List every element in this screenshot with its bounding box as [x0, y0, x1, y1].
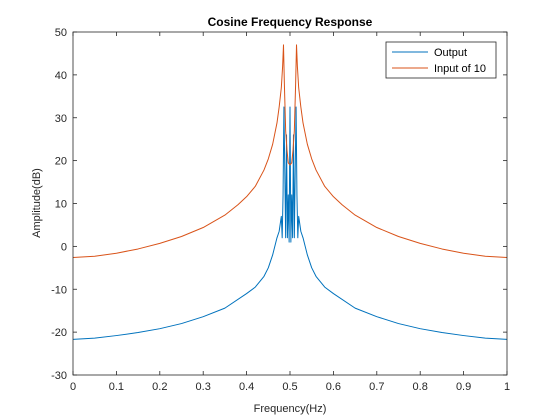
- x-tick-label: 0: [70, 381, 76, 393]
- x-axis-label: Frequency(Hz): [254, 403, 327, 415]
- x-tick-label: 0.1: [109, 381, 124, 393]
- legend-box: [385, 41, 497, 79]
- x-tick-label: 0.6: [326, 381, 341, 393]
- x-tick-label: 0.3: [196, 381, 211, 393]
- x-tick-label: 0.2: [152, 381, 167, 393]
- y-tick-label: 40: [55, 70, 67, 82]
- plot-area: [72, 44, 508, 340]
- x-tick-label: 0.4: [239, 381, 254, 393]
- x-tick-label: 0.7: [369, 381, 384, 393]
- y-tick-label: 50: [55, 27, 67, 39]
- y-tick-label: 10: [55, 199, 67, 211]
- y-axis-label: Amplitude(dB): [31, 168, 43, 238]
- x-tick-label: 0.8: [413, 381, 428, 393]
- y-tick-label: -10: [51, 284, 67, 296]
- y-tick-label: 20: [55, 156, 67, 168]
- y-tick-label: 0: [61, 241, 67, 253]
- x-tick-label: 0.5: [282, 381, 297, 393]
- legend: Output Input of 10: [385, 41, 497, 79]
- x-tick-label: 1: [504, 381, 510, 393]
- y-tick-label: 30: [55, 113, 67, 125]
- legend-label-input: Input of 10: [434, 63, 486, 75]
- legend-label-output: Output: [434, 47, 467, 59]
- series-line-1: [72, 44, 508, 259]
- axis-ticks: 0 0.1 0.2 0.3 0.4 0.5 0.6 0.7 0.8 0.9 1 -30 -20 -10 0 1…: [51, 27, 510, 393]
- x-tick-label: 0.9: [456, 381, 471, 393]
- series-line-0: [72, 106, 508, 340]
- chart-title: Cosine Frequency Response: [208, 15, 373, 29]
- y-tick-label: -20: [51, 327, 67, 339]
- y-tick-label: -30: [51, 370, 67, 382]
